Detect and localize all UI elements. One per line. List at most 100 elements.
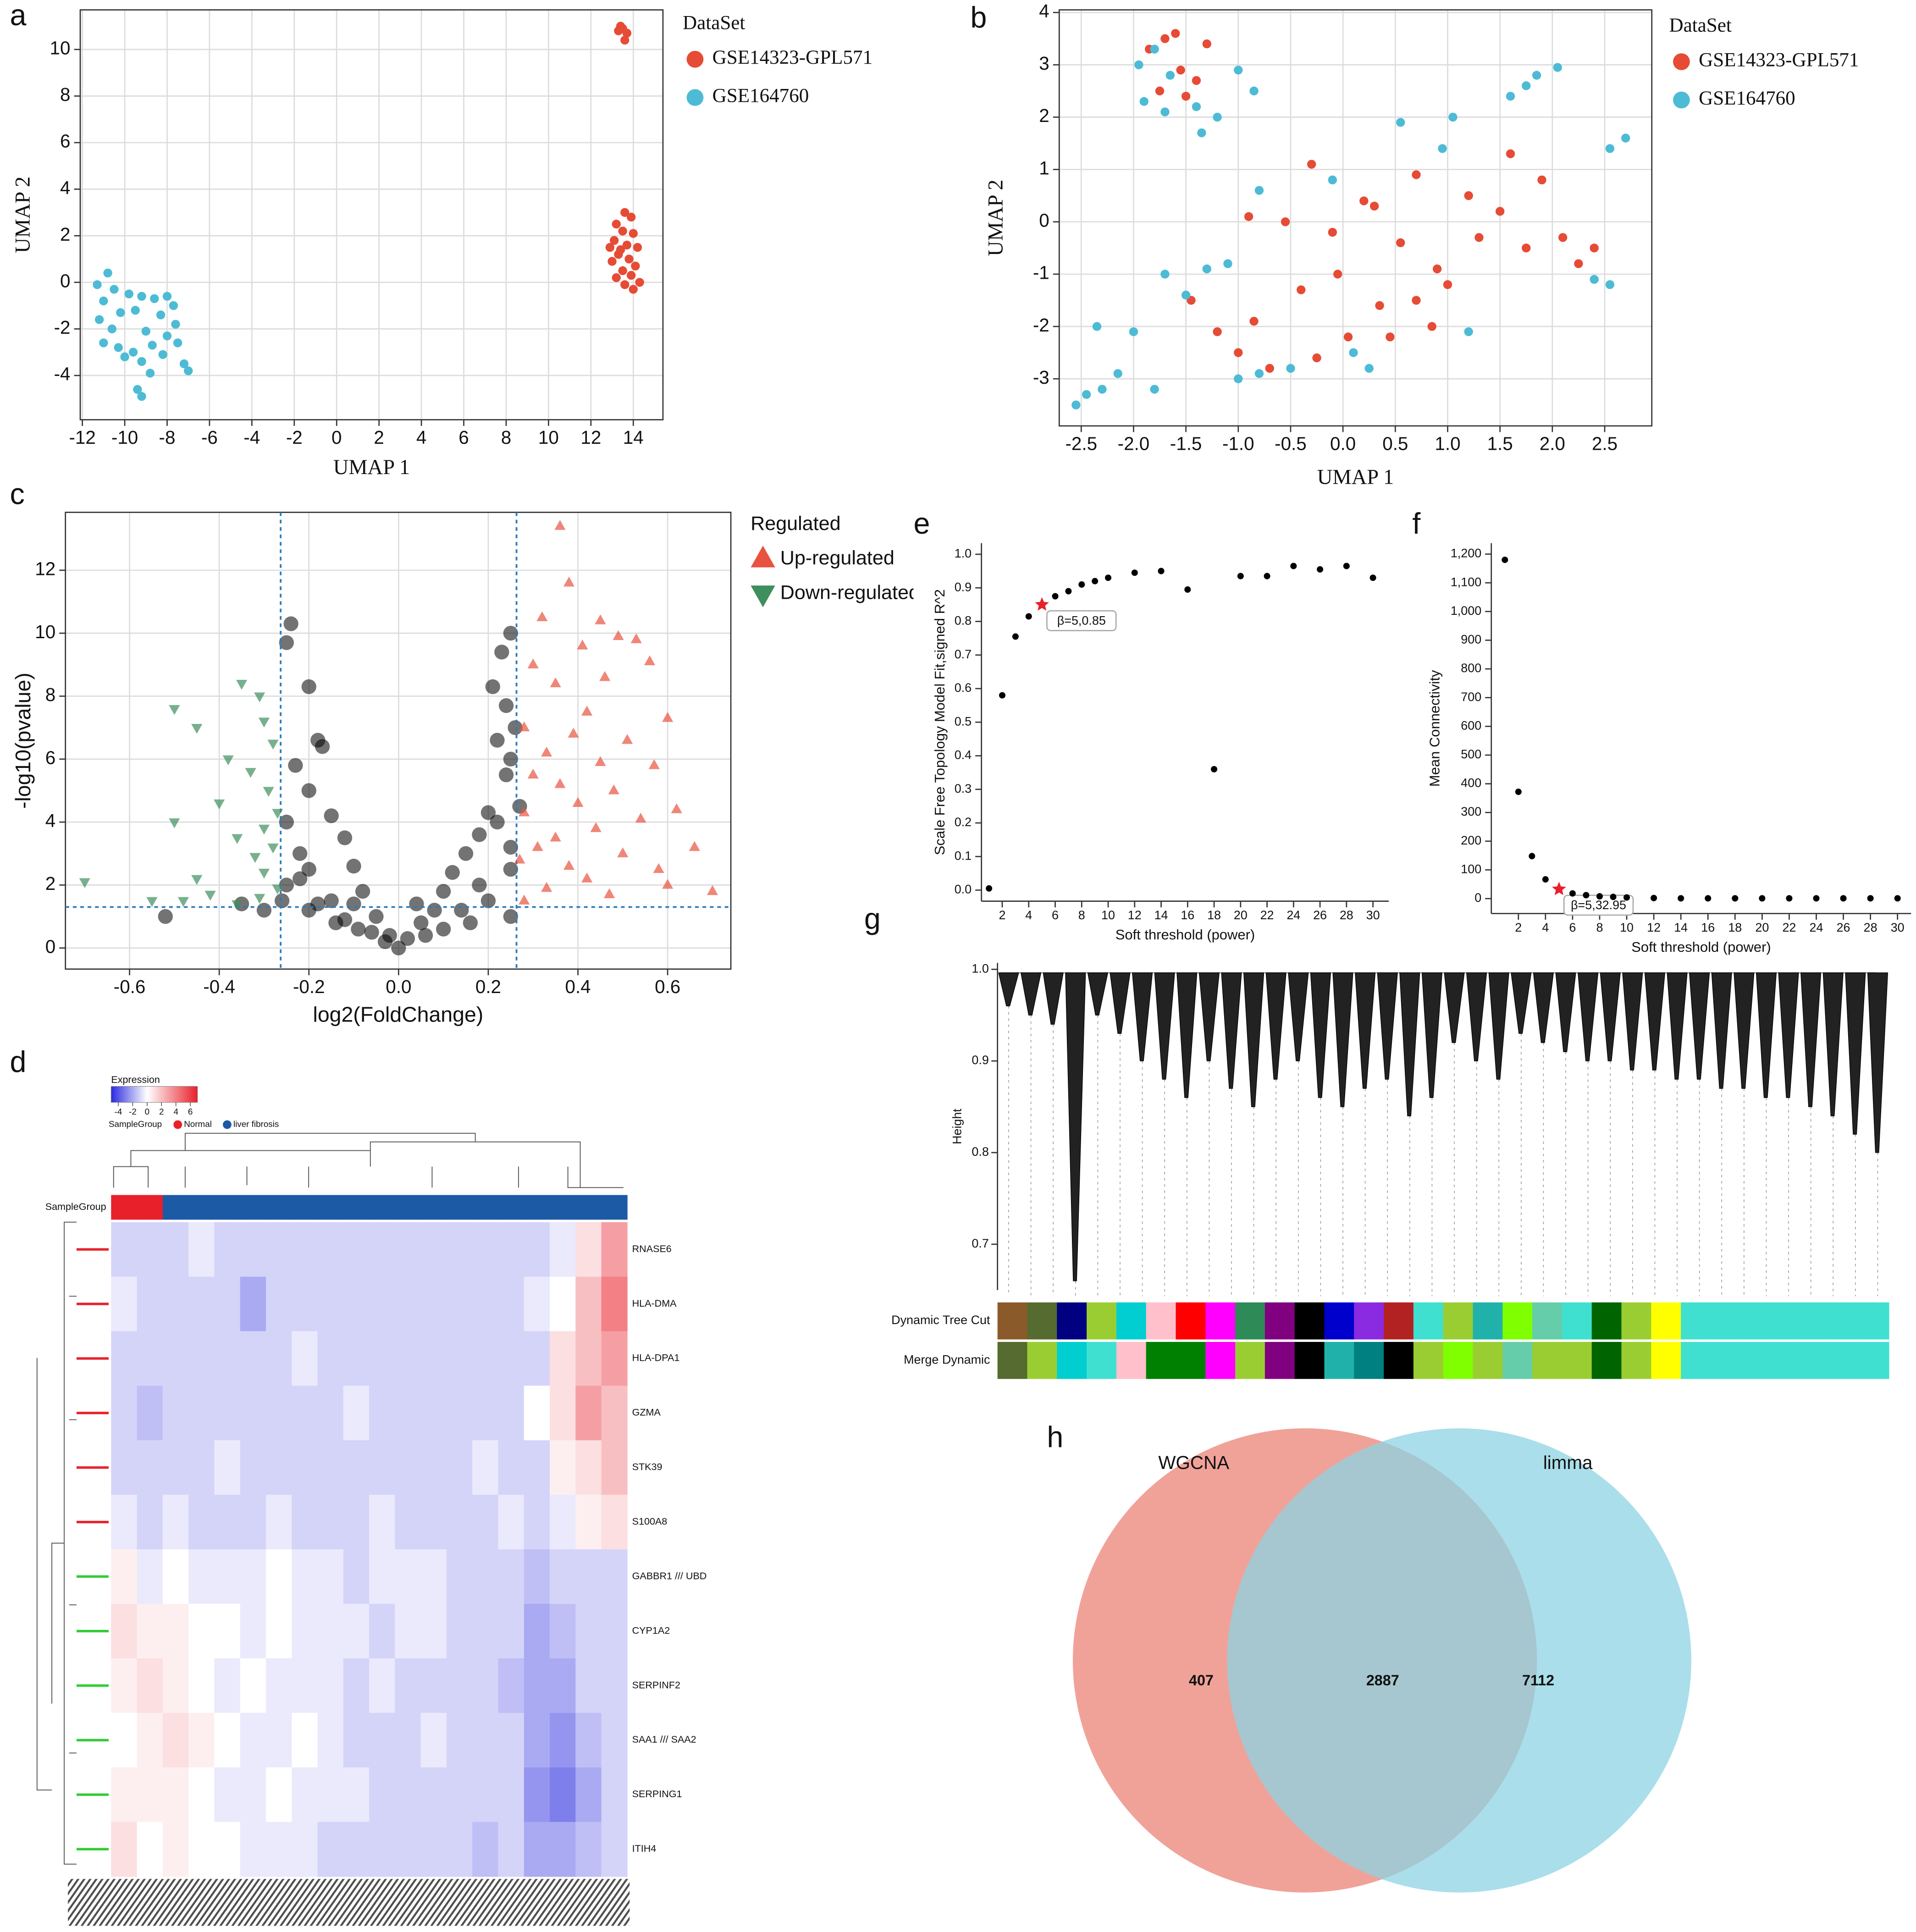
point <box>1105 574 1112 581</box>
heatmap-cell <box>446 1658 473 1713</box>
heatmap-cell <box>575 1604 602 1659</box>
point <box>133 385 142 394</box>
track-label: Merge Dynamic <box>904 1352 990 1366</box>
point <box>622 734 633 744</box>
row-label: HLA-DMA <box>632 1298 677 1309</box>
module-color <box>1681 1341 1711 1379</box>
point <box>369 909 384 924</box>
dendrogram-branch <box>1488 972 1509 1080</box>
point <box>1328 227 1337 237</box>
heatmap-cell <box>472 1440 499 1496</box>
y-tick-label: 500 <box>1461 747 1481 761</box>
point <box>1328 175 1337 185</box>
y-tick-label: 0.0 <box>955 883 972 896</box>
module-color <box>1473 1302 1503 1340</box>
sample-group-cell <box>292 1195 318 1220</box>
x-tick-label: 10 <box>538 427 559 448</box>
point <box>324 893 339 908</box>
heatmap-cell <box>550 1549 576 1605</box>
dendrogram-branch <box>1132 972 1153 1061</box>
point <box>1134 60 1143 70</box>
module-color <box>1473 1341 1503 1379</box>
point <box>1678 895 1684 902</box>
point <box>1621 133 1630 143</box>
heatmap-cell <box>446 1222 473 1277</box>
heatmap-cell <box>524 1713 550 1768</box>
module-color <box>1532 1341 1563 1379</box>
heatmap-cell <box>369 1767 396 1822</box>
point <box>490 733 505 748</box>
module-color <box>1800 1341 1830 1379</box>
heatmap-cell <box>498 1386 525 1441</box>
dendrogram-branch <box>1444 972 1465 1043</box>
module-color <box>1710 1341 1741 1379</box>
point <box>1427 322 1436 331</box>
point <box>232 900 243 911</box>
heatmap-cell <box>137 1440 163 1496</box>
heatmap-cell <box>420 1495 447 1550</box>
point <box>498 767 514 783</box>
point <box>256 903 272 918</box>
heatmap-cell <box>214 1767 241 1822</box>
x-tick-label: 22 <box>1260 908 1274 922</box>
module-color <box>1294 1341 1325 1379</box>
legend-marker <box>686 89 704 106</box>
module-color <box>1859 1302 1889 1340</box>
point <box>1197 128 1206 138</box>
heatmap-cell <box>498 1767 525 1822</box>
row-label: SERPINF2 <box>632 1679 680 1690</box>
point <box>1139 97 1148 106</box>
point <box>1759 895 1766 902</box>
point <box>485 679 500 694</box>
point <box>624 254 634 264</box>
heatmap-cell <box>395 1604 421 1659</box>
point <box>1281 217 1290 226</box>
x-tick-label: 8 <box>1596 921 1603 934</box>
heatmap-cell <box>240 1767 266 1822</box>
heatmap-cell <box>162 1549 189 1605</box>
plot-frame <box>1058 9 1653 427</box>
heatmap-cell <box>575 1331 602 1386</box>
point <box>1438 144 1447 153</box>
y-tick-label: 1 <box>1039 157 1049 178</box>
point <box>131 306 140 315</box>
x-tick-label: 20 <box>1234 908 1248 922</box>
heatmap-cell <box>188 1822 215 1877</box>
heatmap-cell <box>446 1331 473 1386</box>
module-color <box>1205 1302 1236 1340</box>
dendrogram-branch <box>1600 972 1621 1061</box>
point <box>572 797 584 807</box>
y-tick-label: 1,000 <box>1451 604 1481 618</box>
heatmap-cell <box>395 1495 421 1550</box>
heatmap-cell <box>498 1658 525 1713</box>
annotation: β=5,0.85 <box>1057 613 1106 627</box>
y-tick-label: 0.9 <box>955 580 972 594</box>
heatmap-cell <box>498 1222 525 1277</box>
y-tick-label: 2 <box>60 224 70 245</box>
panel-letter: f <box>1412 507 1421 540</box>
dendrogram-branch <box>998 972 1019 1006</box>
heatmap-cell <box>265 1822 293 1877</box>
sample-group-cell <box>420 1195 447 1220</box>
module-color <box>1413 1302 1444 1340</box>
heatmap-cell <box>524 1222 550 1277</box>
heatmap-cell <box>240 1713 266 1768</box>
point <box>635 812 646 823</box>
dendrogram-branch <box>1822 972 1844 1116</box>
point <box>400 931 415 946</box>
heatmap-cell <box>550 1276 576 1332</box>
point <box>616 22 625 31</box>
heatmap-cell <box>420 1276 447 1332</box>
heatmap-cell <box>395 1440 421 1496</box>
point <box>169 705 180 715</box>
heatmap-cell <box>524 1604 550 1659</box>
point <box>1181 290 1191 300</box>
y-tick-label: -2 <box>1033 315 1049 336</box>
point <box>128 348 138 357</box>
point <box>279 814 294 830</box>
heatmap-cell <box>472 1386 499 1441</box>
point <box>301 783 316 798</box>
point <box>1532 71 1541 80</box>
point <box>1574 259 1583 268</box>
